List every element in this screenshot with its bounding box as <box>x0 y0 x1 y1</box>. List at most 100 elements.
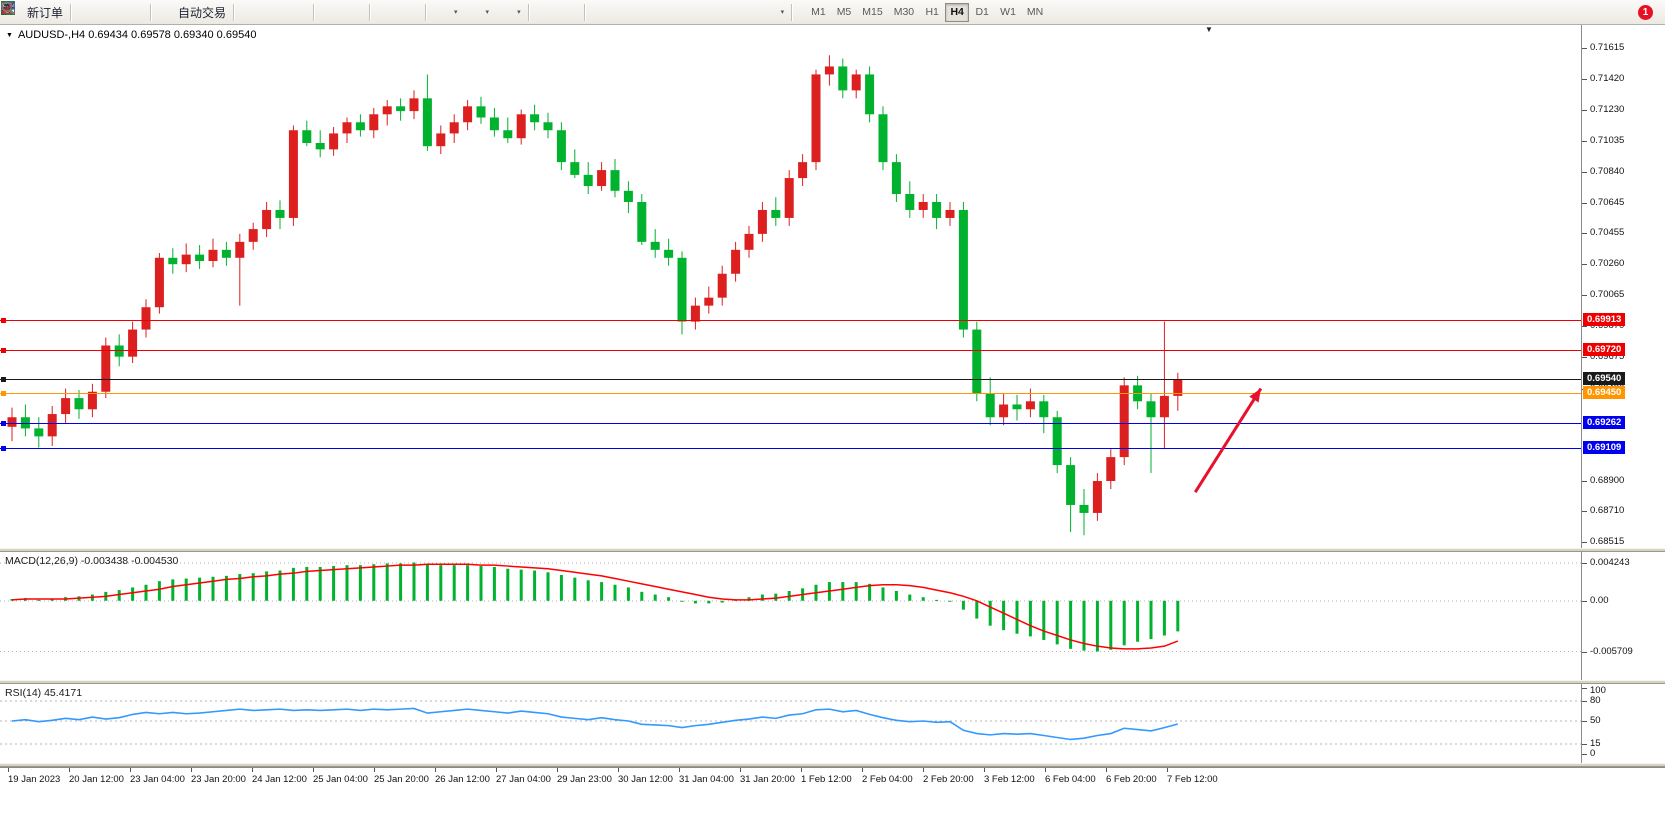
macd-indicator-pane[interactable]: MACD(12,26,9) -0.003438 -0.004530 <box>0 552 1581 680</box>
timeframe-m30[interactable]: M30 <box>889 3 919 22</box>
market-watch-button[interactable] <box>1 1 99 23</box>
price-tick-label: 0.68710 <box>1590 505 1625 517</box>
price-tick-label: 0.71615 <box>1590 42 1625 54</box>
macd-tick-label: 0.004243 <box>1590 557 1630 568</box>
tick-mark <box>1582 701 1587 703</box>
data-window-button[interactable] <box>1 1 123 23</box>
pane-splitter[interactable] <box>0 763 1665 767</box>
horizontal-line-0.69913[interactable] <box>0 318 1581 323</box>
horizontal-line-0.69109[interactable] <box>0 446 1581 451</box>
templates-button[interactable]: ▾ <box>1 2 525 23</box>
price-axis[interactable]: 0.71615 0.71420 0.71230 0.71035 0.70840 0.706… <box>1581 25 1665 767</box>
price-chart-pane[interactable]: ▼ AUDUSD-,H4 0.69434 0.69578 0.69340 0.6… <box>0 25 1581 548</box>
tick-mark <box>1582 109 1587 111</box>
timeframe-mn[interactable]: MN <box>1022 3 1048 22</box>
time-axis[interactable]: 19 Jan 2023 20 Jan 12:00 23 Jan 04:00 23 Ja… <box>0 767 1665 791</box>
horizontal-line-0.69450[interactable] <box>0 391 1581 396</box>
shapes-button[interactable] <box>1 1 733 23</box>
toolbar-separator <box>313 3 316 21</box>
chart-menu-arrow-icon[interactable]: ▼ <box>6 31 13 39</box>
tick-mark <box>1582 542 1587 544</box>
macd-tick-label: 0.00 <box>1590 594 1609 606</box>
timeframe-h1[interactable]: H1 <box>920 3 944 22</box>
add-indicator-button[interactable]: ▾ <box>2 2 462 23</box>
rsi-tick-label: 80 <box>1590 695 1601 707</box>
zoom-in-button[interactable] <box>1 1 342 23</box>
price-shift-marker-icon: ▼ <box>1205 25 1213 34</box>
pane-splitter[interactable] <box>0 680 1665 684</box>
rsi-tick-label: 50 <box>1590 715 1601 726</box>
time-tick <box>69 768 70 772</box>
fibonacci-button[interactable] <box>1 2 709 23</box>
rsi-tick-label: 100 <box>1590 685 1606 696</box>
zoom-out-button[interactable] <box>1 1 366 23</box>
time-label: 23 Jan 20:00 <box>191 774 246 785</box>
time-label: 23 Jan 04:00 <box>130 774 185 785</box>
tick-mark <box>1582 140 1587 142</box>
timeframe-m15[interactable]: M15 <box>857 3 887 22</box>
tick-mark <box>1582 202 1587 204</box>
pane-splitter[interactable] <box>0 548 1665 552</box>
cursor-button[interactable] <box>3 1 557 23</box>
equidistant-channel-button[interactable] <box>1 2 685 23</box>
tick-mark <box>1582 295 1587 297</box>
cascade-windows-icon <box>1 1 418 20</box>
chart-candles-icon <box>2 1 282 20</box>
text-tool-icon: A <box>3 1 753 20</box>
data-window-icon <box>1 1 119 20</box>
tick-mark <box>1582 651 1587 653</box>
toolbar-separator <box>70 3 73 21</box>
time-label: 6 Feb 04:00 <box>1045 774 1096 785</box>
rsi-indicator-pane[interactable]: RSI(14) 45.4171 <box>0 684 1581 763</box>
tick-mark <box>1582 511 1587 513</box>
timeframe-d1[interactable]: D1 <box>970 3 994 22</box>
price-tick-label: 0.71420 <box>1590 73 1625 85</box>
horizontal-line-0.69540[interactable] <box>0 377 1581 382</box>
rsi-label: RSI(14) 45.4171 <box>5 687 83 699</box>
timeframe-m1[interactable]: M1 <box>806 3 831 22</box>
time-label: 30 Jan 12:00 <box>618 774 673 785</box>
tile-windows-button[interactable] <box>1 1 398 23</box>
navigator-button[interactable] <box>1 1 147 23</box>
notification-badge[interactable]: 1 <box>1638 4 1653 20</box>
time-label: 7 Feb 12:00 <box>1167 774 1218 785</box>
time-label: 25 Jan 20:00 <box>374 774 429 785</box>
vertical-line-button[interactable] <box>7 1 613 23</box>
tick-mark <box>1582 357 1587 359</box>
horizontal-line-0.69262[interactable] <box>0 421 1581 426</box>
tick-mark <box>1582 721 1587 722</box>
tick-mark <box>1582 563 1587 564</box>
text-label-button[interactable]: A <box>3 1 757 23</box>
horizontal-line-button[interactable] <box>1 2 637 23</box>
time-label: 31 Jan 20:00 <box>740 774 795 785</box>
tick-mark <box>1582 326 1587 328</box>
chart-bars-button[interactable] <box>2 2 262 23</box>
price-tick-label: 0.68515 <box>1590 536 1625 548</box>
trend-arrow-annotation[interactable] <box>1193 387 1263 493</box>
price-tick-label: 0.69675 <box>1590 351 1625 363</box>
chart-line-button[interactable] <box>1 2 310 23</box>
search-button[interactable] <box>1 1 1632 23</box>
chart-candles-button[interactable] <box>2 1 286 23</box>
time-label: 31 Jan 04:00 <box>679 774 734 785</box>
market-watch-icon <box>1 1 95 20</box>
candles-layer <box>7 55 1183 536</box>
timeframe-m5[interactable]: M5 <box>832 3 857 22</box>
arrow-objects-button[interactable]: ▾ <box>2 2 789 23</box>
periods-button[interactable]: ▾ <box>1 1 494 23</box>
timeframe-h4[interactable]: H4 <box>945 2 970 22</box>
timeframe-w1[interactable]: W1 <box>995 3 1021 22</box>
auto-trading-button[interactable]: 自动交易 <box>1 2 230 23</box>
crosshair-button[interactable] <box>1 1 581 23</box>
timeframe-toolbar: M1 M5 M15 M30 H1 H4 D1 W1 MN <box>806 2 1048 22</box>
cascade-windows-button[interactable] <box>1 1 422 23</box>
time-label: 6 Feb 20:00 <box>1106 774 1157 785</box>
arrows-tool-icon <box>2 3 777 20</box>
horizontal-line-0.69720[interactable] <box>0 348 1581 353</box>
bottom-filler <box>0 791 1665 836</box>
time-label: 19 Jan 2023 <box>8 774 61 785</box>
time-label: 3 Feb 12:00 <box>984 774 1035 785</box>
trendline-button[interactable] <box>1 1 661 23</box>
toolbar-right: 1 <box>1 1 1661 23</box>
time-tick <box>862 768 863 772</box>
